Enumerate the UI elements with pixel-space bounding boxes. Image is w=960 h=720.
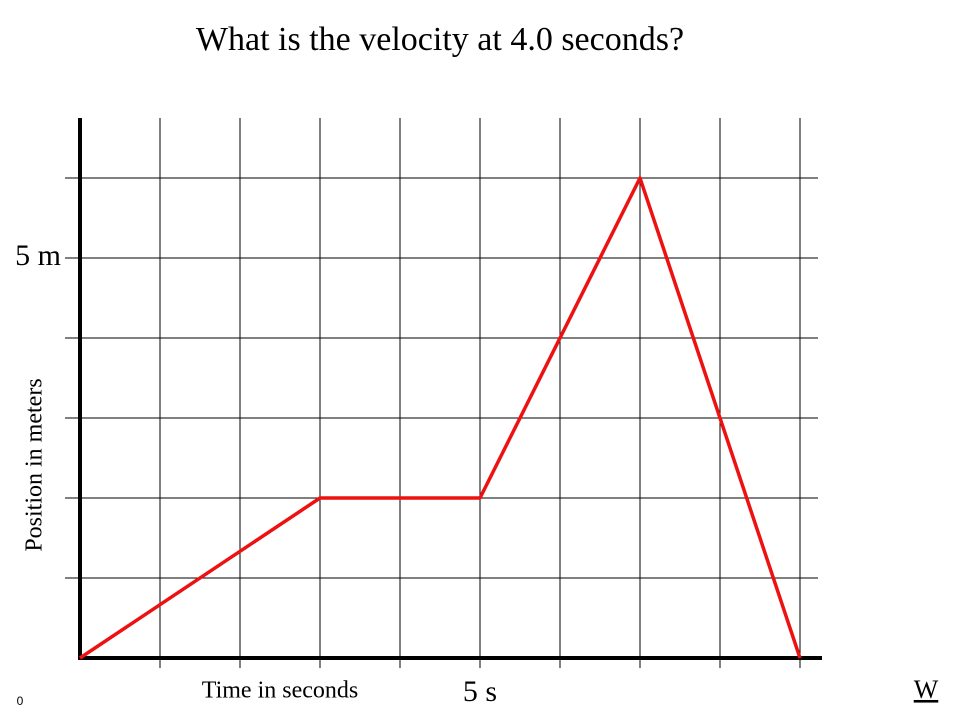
x-axis-label: Time in seconds [202, 678, 358, 704]
link[interactable]: W [914, 675, 939, 704]
y-tick-label: 5 m [15, 239, 61, 272]
line-series [79, 176, 802, 660]
x-tick-label: 5 s [463, 675, 497, 708]
y-axis-label: Position in meters [22, 378, 48, 551]
chart-title: What is the velocity at 4.0 seconds? [196, 21, 684, 58]
slide-number: 0 [17, 694, 24, 708]
